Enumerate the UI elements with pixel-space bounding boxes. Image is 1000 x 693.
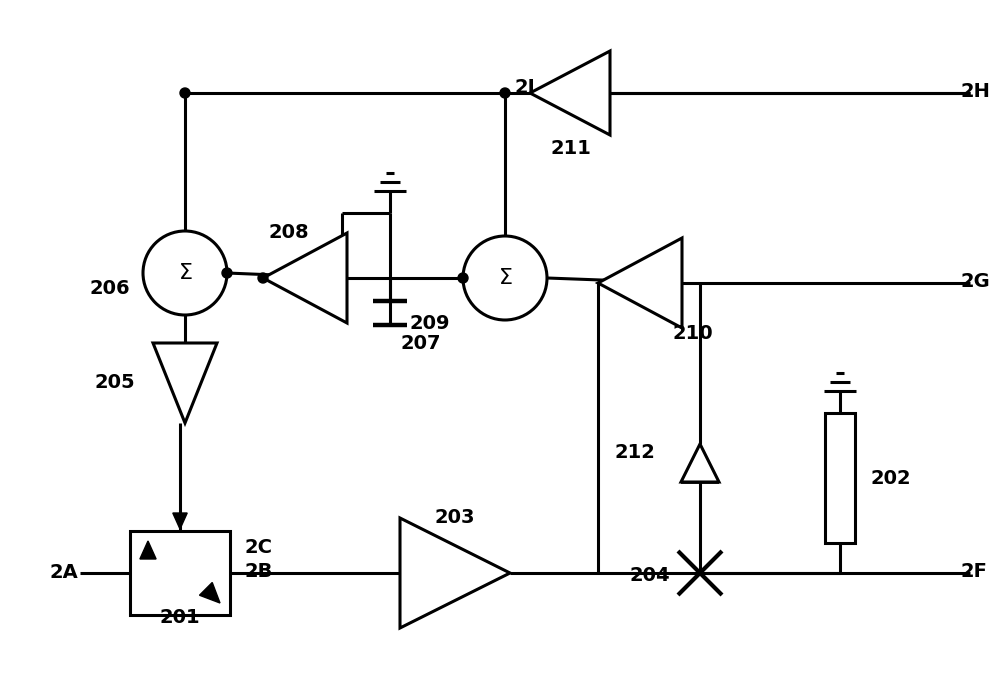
Circle shape — [458, 273, 468, 283]
Bar — [130, 531, 230, 615]
Text: 201: 201 — [160, 608, 200, 627]
Circle shape — [500, 88, 510, 98]
Circle shape — [258, 273, 268, 283]
Polygon shape — [598, 238, 682, 328]
Text: 208: 208 — [268, 223, 309, 242]
Polygon shape — [153, 343, 217, 423]
Text: 2F: 2F — [960, 562, 987, 581]
Circle shape — [463, 236, 547, 320]
Text: 204: 204 — [629, 566, 670, 585]
Polygon shape — [173, 513, 187, 529]
Text: 211: 211 — [550, 139, 591, 158]
Circle shape — [222, 268, 232, 278]
Bar — [825, 413, 855, 543]
Text: 2I: 2I — [515, 78, 536, 97]
Text: 210: 210 — [672, 324, 713, 343]
Text: 202: 202 — [870, 468, 911, 487]
Text: $\Sigma$: $\Sigma$ — [178, 263, 192, 283]
Text: 2C: 2C — [245, 538, 273, 557]
Text: 207: 207 — [400, 334, 440, 353]
Text: 2G: 2G — [960, 272, 990, 291]
Text: 2H: 2H — [960, 82, 990, 101]
Text: 209: 209 — [410, 314, 450, 333]
Text: 203: 203 — [435, 508, 475, 527]
Polygon shape — [530, 51, 610, 135]
Text: 2A: 2A — [49, 563, 78, 583]
Text: 206: 206 — [89, 279, 130, 297]
Polygon shape — [400, 518, 510, 628]
Polygon shape — [681, 444, 719, 482]
Text: 212: 212 — [614, 444, 655, 462]
Text: 2B: 2B — [245, 562, 273, 581]
Polygon shape — [199, 583, 220, 603]
Polygon shape — [140, 541, 156, 559]
Polygon shape — [263, 233, 347, 323]
Text: $\Sigma$: $\Sigma$ — [498, 268, 512, 288]
Circle shape — [180, 88, 190, 98]
Circle shape — [143, 231, 227, 315]
Text: 205: 205 — [94, 374, 135, 392]
